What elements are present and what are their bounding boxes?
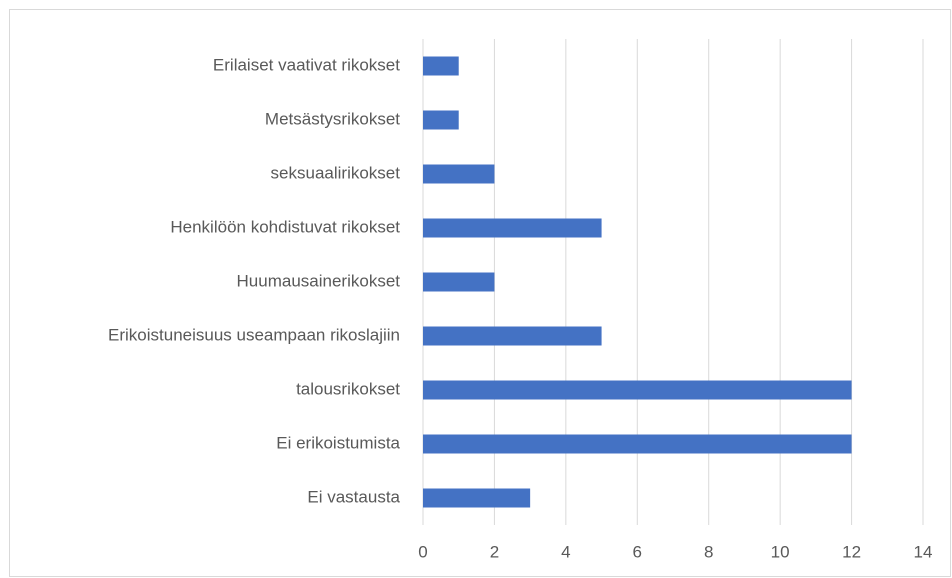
y-tick-label: Metsästysrikokset [265, 109, 400, 128]
bar [423, 110, 459, 130]
bar [423, 272, 495, 292]
y-tick-label: Ei vastausta [307, 487, 400, 506]
y-tick-label: talousrikokset [296, 379, 400, 398]
chart-border [9, 9, 951, 577]
bar [423, 380, 852, 400]
x-tick-label: 8 [704, 542, 713, 561]
x-tick-label: 14 [914, 542, 933, 561]
bar [423, 164, 495, 184]
bar [423, 434, 852, 454]
y-tick-label: seksuaalirikokset [271, 163, 401, 182]
x-tick-label: 6 [633, 542, 642, 561]
x-tick-label: 4 [561, 542, 570, 561]
y-tick-label: Erikoistuneisuus useampaan rikoslajiin [108, 325, 400, 344]
y-tick-label: Huumausainerikokset [237, 271, 401, 290]
y-tick-label: Erilaiset vaativat rikokset [213, 55, 400, 74]
x-tick-label: 12 [842, 542, 861, 561]
x-tick-label: 10 [771, 542, 790, 561]
bar [423, 488, 531, 508]
x-tick-label: 2 [490, 542, 499, 561]
bar [423, 326, 602, 346]
bar [423, 218, 602, 238]
bar [423, 56, 459, 76]
y-tick-label: Henkilöön kohdistuvat rikokset [170, 217, 400, 236]
x-tick-label: 0 [418, 542, 427, 561]
y-tick-label: Ei erikoistumista [276, 433, 400, 452]
